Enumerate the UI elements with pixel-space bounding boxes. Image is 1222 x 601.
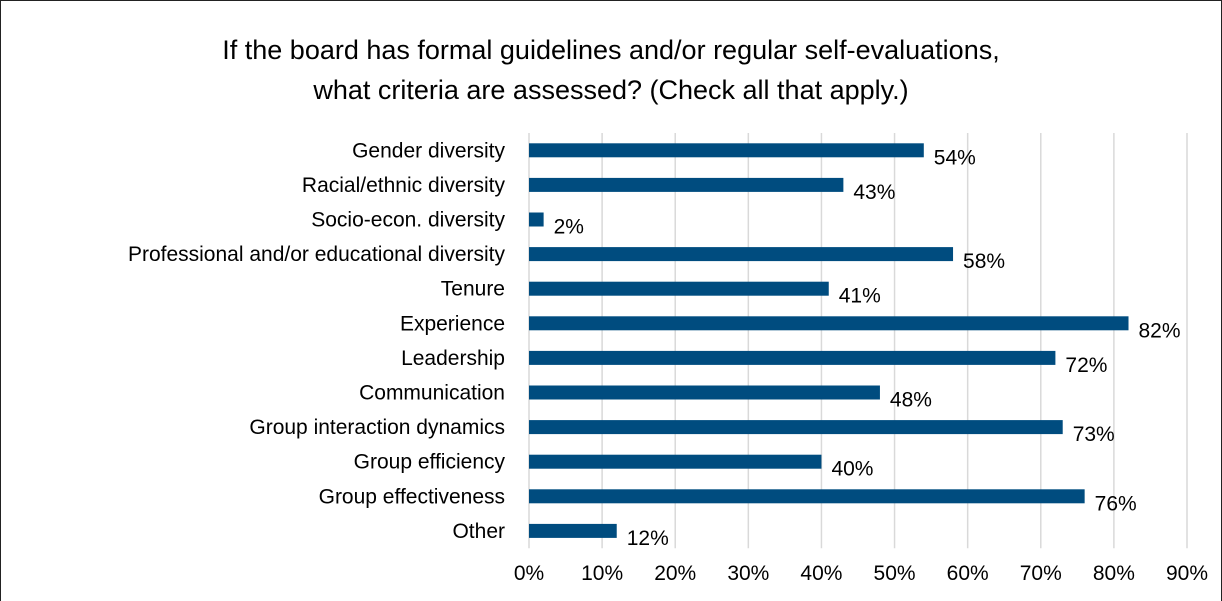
bars	[529, 143, 1129, 538]
bar	[529, 281, 829, 296]
x-tick-label: 90%	[1166, 562, 1208, 585]
data-label: 40%	[831, 458, 873, 481]
data-label: 41%	[839, 285, 881, 308]
bar	[529, 247, 954, 262]
category-label: Professional and/or educational diversit…	[128, 243, 506, 266]
category-label: Socio-econ. diversity	[311, 209, 505, 232]
category-label: Experience	[400, 312, 505, 335]
x-tick-label: 50%	[874, 562, 916, 585]
category-label: Group effectiveness	[319, 485, 505, 508]
data-label: 76%	[1095, 492, 1137, 515]
category-label: Other	[452, 520, 505, 543]
category-labels: Gender diversity Racial/ethnic diversity S…	[128, 139, 506, 543]
data-label: 58%	[963, 250, 1005, 273]
chart-title: If the board has formal guidelines and/o…	[0, 30, 1222, 110]
data-label: 82%	[1139, 319, 1181, 342]
category-label: Leadership	[401, 347, 505, 370]
chart-title-line-1: If the board has formal guidelines and/o…	[222, 35, 1000, 65]
bar	[529, 489, 1085, 504]
chart-title-line-2: what criteria are assessed? (Check all t…	[313, 75, 909, 105]
data-label: 43%	[853, 181, 895, 204]
data-label: 2%	[554, 216, 584, 239]
category-label: Tenure	[441, 278, 505, 301]
bar	[529, 454, 822, 469]
data-label: 73%	[1073, 423, 1115, 446]
x-tick-label: 30%	[727, 562, 769, 585]
data-labels: 54% 43% 2% 58% 41% 82% 72% 48% 73% 40% 76% 12%	[554, 146, 1181, 550]
x-tick-label: 20%	[654, 562, 696, 585]
category-label: Group interaction dynamics	[249, 416, 505, 439]
gridlines	[528, 133, 1188, 549]
bar	[529, 143, 924, 158]
x-tick-label: 60%	[947, 562, 989, 585]
x-axis-tick-labels: 0% 10% 20% 30% 40% 50% 60% 70% 80% 90%	[514, 562, 1208, 585]
bar	[529, 350, 1056, 365]
bar	[529, 212, 544, 227]
x-tick-label: 70%	[1020, 562, 1062, 585]
bar	[529, 420, 1063, 435]
category-label: Group efficiency	[354, 451, 506, 474]
bar	[529, 177, 844, 192]
bar	[529, 385, 880, 400]
x-tick-label: 80%	[1093, 562, 1135, 585]
bar	[529, 523, 617, 538]
category-label: Racial/ethnic diversity	[302, 174, 506, 197]
data-label: 12%	[627, 527, 669, 550]
category-label: Gender diversity	[352, 139, 505, 162]
x-tick-label: 0%	[514, 562, 544, 585]
data-label: 48%	[890, 389, 932, 412]
data-label: 54%	[934, 146, 976, 169]
x-tick-label: 10%	[581, 562, 623, 585]
bar	[529, 316, 1129, 331]
x-tick-label: 40%	[800, 562, 842, 585]
category-label: Communication	[359, 382, 505, 405]
data-label: 72%	[1065, 354, 1107, 377]
